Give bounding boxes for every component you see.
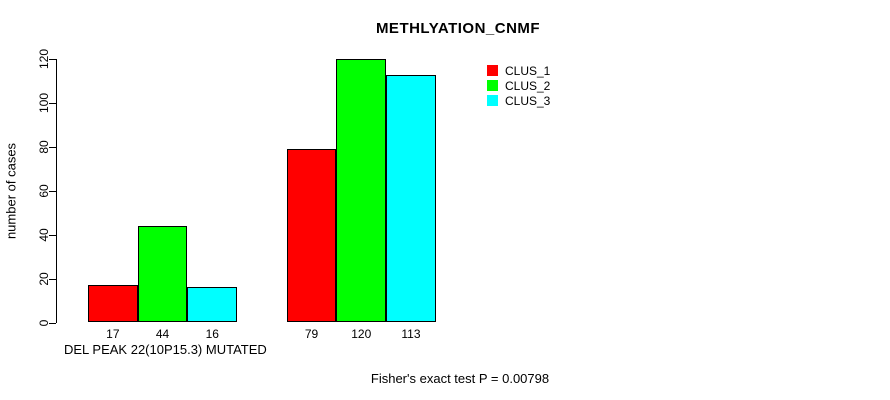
y-axis-tick	[48, 278, 56, 280]
legend-label: CLUS_3	[505, 93, 551, 108]
y-axis-tick	[48, 190, 56, 192]
legend-swatch-icon	[487, 80, 498, 91]
legend-swatch-icon	[487, 95, 498, 106]
bar-value-label: 16	[205, 327, 219, 341]
y-tick-label: 100	[37, 93, 51, 114]
legend-label: CLUS_2	[505, 78, 551, 93]
y-tick-label: 80	[37, 140, 51, 154]
legend: CLUS_1 CLUS_2 CLUS_3	[487, 63, 550, 108]
legend-swatch-icon	[487, 65, 498, 76]
x-axis-label: DEL PEAK 22(10P15.3) MUTATED	[64, 342, 267, 357]
chart-title: METHLYATION_CNMF	[375, 20, 541, 37]
y-axis-tick	[48, 59, 56, 61]
bar-value-label: 44	[155, 327, 170, 341]
y-tick-label: 40	[37, 228, 51, 242]
y-axis-tick	[48, 234, 56, 236]
bar-clus_1-group2	[286, 149, 337, 323]
y-axis-tick	[48, 103, 56, 105]
legend-item: CLUS_1	[487, 63, 550, 78]
bar-clus_2-group1	[137, 225, 188, 323]
y-tick-label: 0	[37, 319, 51, 326]
y-axis-title: number of cases	[3, 142, 19, 240]
bar-clus_3-group2	[386, 74, 436, 323]
bar-value-label: 113	[401, 327, 421, 341]
bar-value-label: 17	[106, 327, 120, 341]
y-axis-tick	[48, 146, 56, 148]
y-tick-label: 60	[37, 184, 51, 198]
y-axis-line	[55, 59, 57, 324]
bar-value-label: 79	[304, 327, 319, 341]
bar-clus_1-group1	[88, 285, 138, 323]
y-tick-label: 20	[37, 271, 51, 286]
bar-clus_3-group1	[187, 287, 238, 323]
bar-clus_2-group2	[336, 59, 387, 323]
stat-annotation: Fisher's exact test P = 0.00798	[370, 371, 550, 386]
legend-label: CLUS_1	[505, 63, 551, 78]
y-axis-tick	[48, 322, 56, 324]
legend-item: CLUS_3	[487, 93, 550, 108]
legend-item: CLUS_2	[487, 78, 550, 93]
bar-value-label: 120	[351, 327, 372, 341]
y-tick-label: 120	[37, 49, 51, 70]
